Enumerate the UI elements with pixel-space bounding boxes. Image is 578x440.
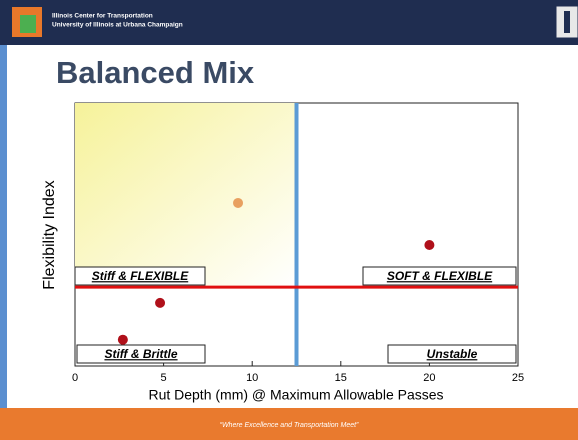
university-logo-mark (564, 11, 570, 33)
x-tick-label: 15 (335, 372, 347, 384)
point (155, 297, 166, 308)
x-tick-label: 25 (512, 372, 524, 384)
quadrant-label: SOFT & FLEXIBLE (387, 269, 493, 283)
quadrant-label: Stiff & Brittle (104, 347, 177, 361)
header-line: Illinois Center for Transportation (52, 13, 153, 20)
header-line: University of Illinois at Urbana Champai… (52, 22, 183, 29)
x-tick-label: 0 (72, 372, 78, 384)
y-axis-label: Flexibility Index (41, 180, 58, 289)
point (233, 197, 244, 208)
quadrant-label: Stiff & FLEXIBLE (92, 269, 189, 283)
slide-title: Balanced Mix (56, 55, 255, 90)
x-tick-label: 20 (423, 372, 435, 384)
footer-text: “Where Excellence and Transportation Mee… (220, 422, 359, 429)
quadrant-box (76, 344, 206, 364)
left-stripe (0, 45, 7, 408)
point (424, 240, 435, 251)
point (117, 334, 128, 345)
footer-band (0, 408, 578, 440)
quadrant-box (387, 344, 517, 364)
quadrant-box (362, 266, 517, 286)
x-tick-label: 10 (246, 372, 258, 384)
highlight-region (75, 103, 297, 288)
quadrant-label: Unstable (427, 347, 478, 361)
x-axis-label: Rut Depth (mm) @ Maximum Allowable Passe… (148, 387, 443, 403)
quadrant-box (74, 266, 206, 286)
header-band (0, 0, 578, 45)
logo-mark (20, 15, 36, 33)
x-tick-label: 5 (161, 372, 167, 384)
